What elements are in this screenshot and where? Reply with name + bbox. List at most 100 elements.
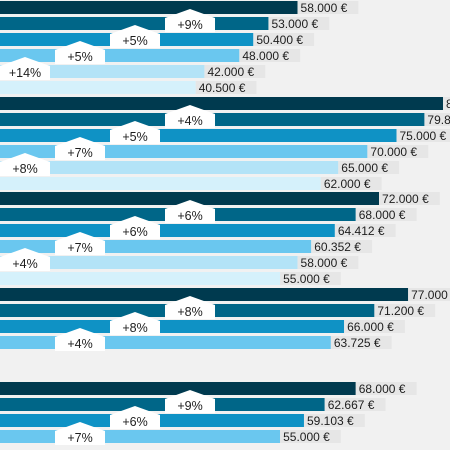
change-label: +6% [122, 415, 147, 429]
value-label-bg [344, 320, 405, 333]
value-label-bg [330, 336, 392, 349]
bar [0, 320, 345, 333]
value-label: 72.000 € [382, 192, 429, 206]
change-badge [55, 137, 105, 160]
bar [0, 336, 331, 349]
value-label-bg [280, 272, 341, 285]
bar [0, 272, 281, 285]
value-label-bg [268, 17, 330, 30]
value-label: 55.000 € [283, 430, 330, 444]
change-label: +9% [177, 399, 202, 413]
change-badge [165, 9, 215, 32]
value-label: 55.000 € [283, 272, 330, 286]
value-label: 60.352 € [314, 240, 361, 254]
change-label: +8% [122, 321, 147, 335]
value-label: 79.800 € [427, 113, 450, 127]
value-label-bg [297, 1, 359, 14]
value-label-bg [374, 304, 436, 317]
change-label: +9% [177, 18, 202, 32]
change-label: +4% [67, 337, 92, 351]
bar [0, 288, 409, 301]
bar [0, 382, 356, 395]
value-label: 71.200 € [377, 304, 424, 318]
value-label-bg [424, 113, 450, 126]
change-badge [55, 328, 105, 351]
value-label-bg [355, 382, 417, 395]
value-label-bg [239, 49, 301, 62]
change-label: +7% [67, 146, 92, 160]
value-label-bg [379, 192, 440, 205]
bar [0, 129, 397, 142]
value-label-bg [303, 414, 365, 427]
change-badge [110, 406, 160, 429]
value-label: 42.000 € [207, 65, 254, 79]
bar [0, 398, 325, 411]
value-label: 53.000 € [271, 17, 318, 31]
value-label-bg [195, 81, 257, 94]
change-label: +5% [67, 50, 92, 64]
value-label: 58.000 € [301, 1, 348, 15]
value-label: 48.000 € [242, 49, 289, 63]
value-label-bg [280, 430, 341, 443]
change-badge [55, 232, 105, 255]
bar [0, 81, 196, 94]
change-badge [165, 200, 215, 223]
value-label-bg [324, 398, 386, 411]
value-label-bg [334, 224, 396, 237]
change-badge [0, 153, 50, 176]
bar [0, 65, 205, 78]
bar [0, 256, 298, 269]
value-label: 40.500 € [199, 81, 246, 95]
value-label: 50.400 € [256, 33, 303, 47]
change-badge [110, 121, 160, 144]
value-label: 70.000 € [370, 145, 417, 159]
value-label: 83.000 € [446, 97, 450, 111]
value-label: 68.000 € [359, 382, 406, 396]
value-label-bg [320, 177, 382, 190]
value-label-bg [311, 240, 373, 253]
value-label: 64.412 € [338, 224, 385, 238]
value-label-bg [253, 33, 315, 46]
change-badge [0, 57, 50, 80]
change-label: +4% [12, 257, 37, 271]
change-label: +5% [122, 130, 147, 144]
bar [0, 240, 312, 253]
change-label: +6% [177, 209, 202, 223]
change-badge [165, 296, 215, 319]
change-label: +4% [177, 114, 202, 128]
value-label: 63.725 € [334, 336, 381, 350]
change-badge [110, 312, 160, 335]
bar [0, 49, 240, 62]
bar [0, 1, 298, 14]
change-label: +6% [122, 225, 147, 239]
bar [0, 161, 339, 174]
bar [0, 430, 281, 443]
change-badge [55, 422, 105, 445]
change-label: +7% [67, 241, 92, 255]
change-label: +7% [67, 431, 92, 445]
value-label: 62.667 € [328, 398, 375, 412]
value-label-bg [355, 208, 417, 221]
change-badge [0, 248, 50, 271]
change-badge [110, 25, 160, 48]
value-label: 62.000 € [324, 177, 371, 191]
value-label: 65.000 € [341, 161, 388, 175]
value-label-bg [443, 97, 450, 110]
value-label-bg [297, 256, 359, 269]
change-badge [55, 41, 105, 64]
value-label: 66.000 € [347, 320, 394, 334]
value-label: 68.000 € [359, 208, 406, 222]
value-label-bg [408, 288, 450, 301]
bar [0, 224, 335, 237]
change-label: +8% [177, 305, 202, 319]
value-label-bg [338, 161, 400, 174]
value-label: 59.103 € [307, 414, 354, 428]
bar [0, 177, 321, 190]
bar [0, 97, 444, 110]
change-label: +8% [12, 162, 37, 176]
change-label: +14% [9, 66, 41, 80]
change-badge [165, 390, 215, 413]
value-label-bg [396, 129, 450, 142]
value-label-bg [367, 145, 429, 158]
